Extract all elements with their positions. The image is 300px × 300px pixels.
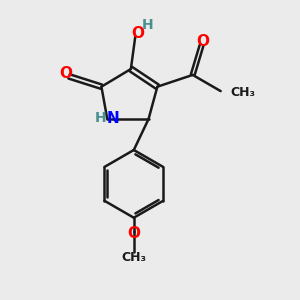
Text: O: O bbox=[59, 66, 72, 81]
Text: O: O bbox=[196, 34, 209, 49]
Text: CH₃: CH₃ bbox=[121, 251, 146, 264]
Text: CH₃: CH₃ bbox=[230, 86, 255, 99]
Text: O: O bbox=[127, 226, 140, 241]
Text: H: H bbox=[95, 112, 106, 125]
Text: O: O bbox=[131, 26, 144, 40]
Text: N: N bbox=[106, 111, 119, 126]
Text: H: H bbox=[142, 18, 154, 32]
